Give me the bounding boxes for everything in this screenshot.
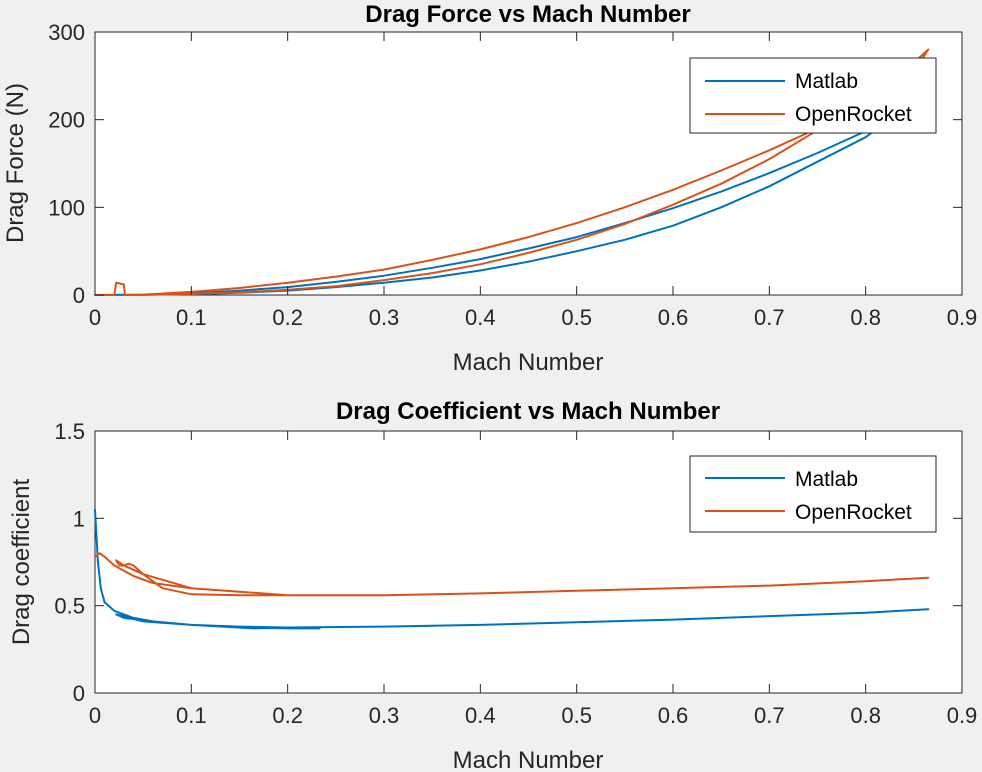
legend-label-matlab: Matlab <box>795 468 858 491</box>
x-tick-label: 0 <box>89 703 101 728</box>
x-tick-label: 0.3 <box>369 703 400 728</box>
x-tick-label: 0.1 <box>176 305 207 330</box>
series-line-openrocket <box>94 552 930 597</box>
x-tick-label: 0.6 <box>658 305 689 330</box>
drag-force-axes: 0 0.1 0.2 0.3 0.4 0.5 0.6 0.7 0.8 0.9 0 100 200 300 D… <box>2 1 977 376</box>
ticks: 0 0.1 0.2 0.3 0.4 0.5 0.6 0.7 0.8 0.9 0 0.5 1 1.5 <box>54 419 977 728</box>
y-axis-label: Drag Force (N) <box>2 83 29 243</box>
series-line-matlab <box>94 508 930 630</box>
legend-label-openrocket: OpenRocket <box>795 501 912 524</box>
x-tick-label: 0.1 <box>176 703 207 728</box>
x-tick-label: 0.2 <box>272 305 303 330</box>
x-tick-label: 0.9 <box>947 305 978 330</box>
y-tick-label: 0.5 <box>54 594 85 619</box>
legend-label-matlab: Matlab <box>795 70 858 93</box>
ticks: 0 0.1 0.2 0.3 0.4 0.5 0.6 0.7 0.8 0.9 0 100 200 300 <box>48 20 977 330</box>
y-tick-label: 1.5 <box>54 419 85 444</box>
x-axis-label: Mach Number <box>453 349 604 376</box>
x-tick-label: 0.4 <box>465 703 496 728</box>
x-tick-label: 0 <box>89 305 101 330</box>
x-tick-label: 0.8 <box>850 703 881 728</box>
y-axis-label: Drag coefficient <box>8 479 35 646</box>
x-tick-label: 0.6 <box>658 703 689 728</box>
y-tick-label: 300 <box>48 20 85 45</box>
y-tick-label: 0 <box>73 681 85 706</box>
y-tick-label: 0 <box>73 283 85 308</box>
drag-coefficient-axes: 0 0.1 0.2 0.3 0.4 0.5 0.6 0.7 0.8 0.9 0 0.5 1 1.5 Dra… <box>8 398 977 772</box>
x-tick-label: 0.5 <box>561 703 592 728</box>
chart-title: Drag Coefficient vs Mach Number <box>336 398 720 425</box>
x-tick-label: 0.2 <box>272 703 303 728</box>
x-tick-label: 0.8 <box>850 305 881 330</box>
chart-title: Drag Force vs Mach Number <box>365 1 690 28</box>
y-tick-label: 1 <box>73 506 85 531</box>
x-tick-label: 0.4 <box>465 305 496 330</box>
y-tick-label: 200 <box>48 108 85 133</box>
x-tick-label: 0.7 <box>754 703 785 728</box>
x-tick-label: 0.3 <box>369 305 400 330</box>
y-tick-label: 100 <box>48 195 85 220</box>
legend-label-openrocket: OpenRocket <box>795 103 912 126</box>
x-tick-label: 0.9 <box>947 703 978 728</box>
legend: Matlab OpenRocket <box>689 57 937 134</box>
legend: Matlab OpenRocket <box>689 455 937 533</box>
series-layer <box>94 508 930 630</box>
x-tick-label: 0.5 <box>561 305 592 330</box>
x-axis-label: Mach Number <box>453 747 604 772</box>
legend-box <box>689 455 937 533</box>
legend-box <box>689 57 937 134</box>
x-tick-label: 0.7 <box>754 305 785 330</box>
